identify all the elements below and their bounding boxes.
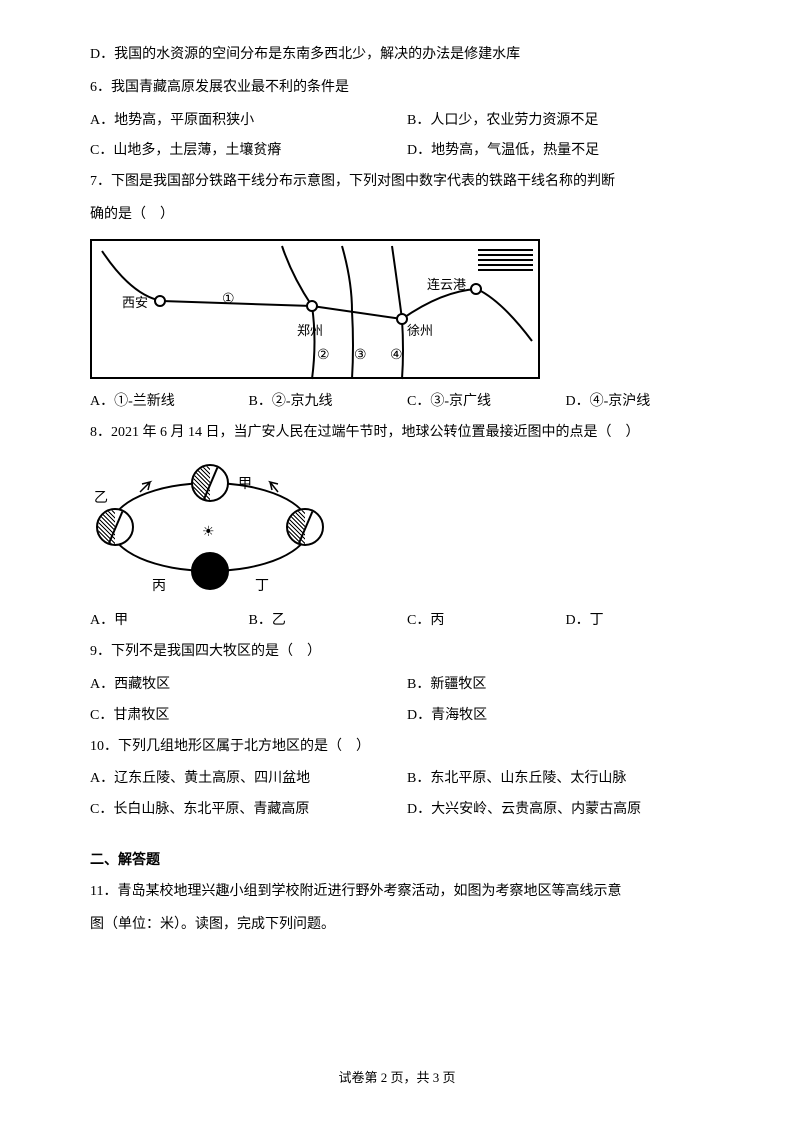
xuzhou-label: 徐州	[407, 317, 433, 346]
q10-option-a: A．辽东丘陵、黄土高原、四川盆地	[90, 764, 387, 795]
q11-line2: 图（单位：米）。读图，完成下列问题。	[90, 910, 704, 941]
q8-stem: 8．2021 年 6 月 14 日，当广安人民在过端午节时，地球公转位置最接近图…	[90, 418, 704, 449]
q10-option-c: C．长白山脉、东北平原、青藏高原	[90, 795, 387, 826]
q7-option-a: A．①-兰新线	[90, 387, 229, 418]
q10-stem: 10．下列几组地形区属于北方地区的是（ ）	[90, 732, 704, 763]
num-2: ②	[317, 341, 330, 372]
section-2-title: 二、解答题	[90, 846, 704, 877]
q6-option-c: C．山地多，土层薄，土壤贫瘠	[90, 136, 387, 167]
num-4: ④	[390, 341, 403, 372]
q6-option-b: B．人口少，农业劳力资源不足	[407, 106, 704, 137]
q9-option-c: C．甘肃牧区	[90, 701, 387, 732]
q6-option-d: D．地势高，气温低，热量不足	[407, 136, 704, 167]
q7-stem-line1: 7．下图是我国部分铁路干线分布示意图，下列对图中数字代表的铁路干线名称的判断	[90, 167, 704, 198]
q8-option-a: A．甲	[90, 606, 229, 637]
q10-option-d: D．大兴安岭、云贵高原、内蒙古高原	[407, 795, 704, 826]
q10-option-b: B．东北平原、山东丘陵、太行山脉	[407, 764, 704, 795]
num-3: ③	[354, 341, 367, 372]
xian-label: 西安	[122, 289, 148, 318]
q7-stem-line2: 确的是（ ）	[90, 200, 704, 231]
q8-option-b: B．乙	[249, 606, 388, 637]
q6-option-a: A．地势高，平原面积狭小	[90, 106, 387, 137]
q5-option-d: D．我国的水资源的空间分布是东南多西北少，解决的办法是修建水库	[90, 40, 704, 71]
q9-stem: 9．下列不是我国四大牧区的是（ ）	[90, 637, 704, 668]
q8-option-c: C．丙	[407, 606, 546, 637]
lianyungang-label: 连云港	[427, 271, 466, 300]
q6-stem: 6．我国青藏高原发展农业最不利的条件是	[90, 73, 704, 104]
q8-option-d: D．丁	[566, 606, 705, 637]
q9-option-b: B．新疆牧区	[407, 670, 704, 701]
q7-option-d: D．④-京沪线	[566, 387, 705, 418]
num-1: ①	[222, 285, 235, 316]
xian-node	[154, 295, 166, 307]
orbit-arrows	[90, 452, 330, 602]
zhengzhou-node	[306, 300, 318, 312]
q7-option-b: B．②-京九线	[249, 387, 388, 418]
page-footer: 试卷第 2 页，共 3 页	[0, 1064, 794, 1093]
orbit-diagram: 甲 乙 丙 丁	[90, 452, 330, 602]
lianyungang-node	[470, 283, 482, 295]
railway-map: 西安 郑州 徐州 连云港 ① ② ③ ④	[90, 239, 540, 379]
q9-option-d: D．青海牧区	[407, 701, 704, 732]
q11-line1: 11．青岛某校地理兴趣小组到学校附近进行野外考察活动，如图为考察地区等高线示意	[90, 877, 704, 908]
q9-option-a: A．西藏牧区	[90, 670, 387, 701]
q7-option-c: C．③-京广线	[407, 387, 546, 418]
